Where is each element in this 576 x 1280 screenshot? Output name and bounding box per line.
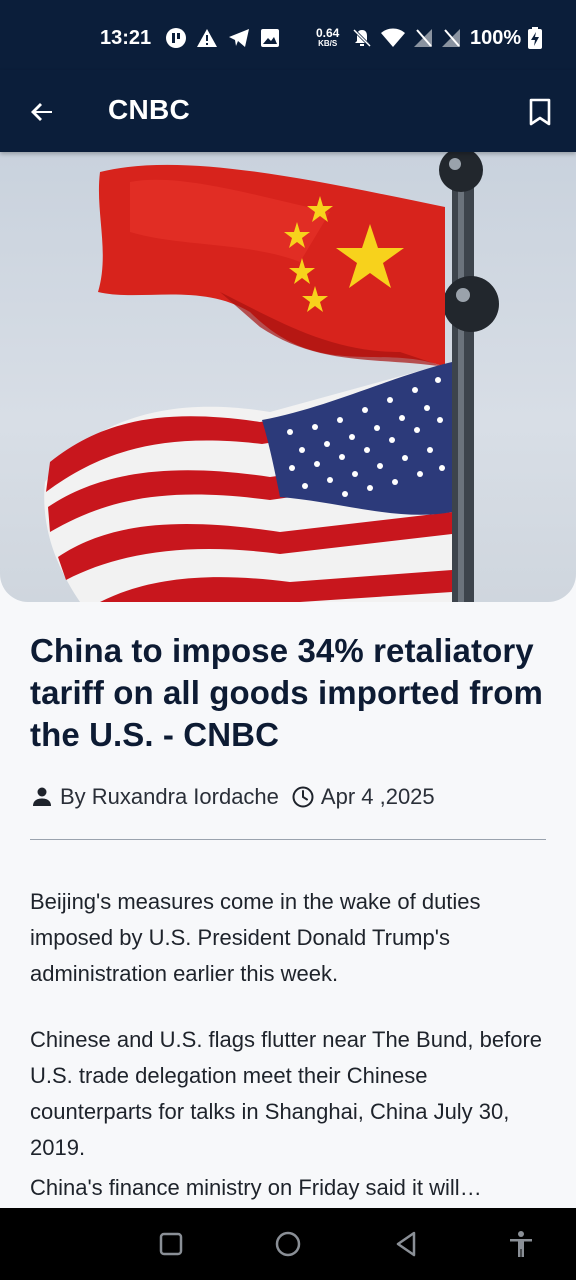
bookmark-button[interactable] <box>520 92 560 132</box>
mute-icon <box>350 27 374 49</box>
article-content: China to impose 34% retaliatory tariff o… <box>30 630 546 1200</box>
article-paragraph: Chinese and U.S. flags flutter near The … <box>30 1027 543 1160</box>
recents-button[interactable] <box>153 1226 189 1262</box>
recents-icon <box>159 1232 183 1256</box>
status-time: 13:21 <box>100 27 152 49</box>
arrow-back-icon <box>31 103 52 121</box>
net-speed-unit: KB/S <box>318 39 338 48</box>
net-speed: 0.64 KB/S <box>316 27 339 48</box>
article-date: Apr 4 ,2025 <box>320 784 435 809</box>
nav-back-button[interactable] <box>388 1226 424 1262</box>
battery-percentage: 100% <box>470 27 522 49</box>
system-nav-bar <box>0 1208 576 1280</box>
telegram-icon <box>227 27 251 49</box>
net-speed-value: 0.64 <box>316 26 340 40</box>
article-paragraph: Beijing's measures come in the wake of d… <box>30 889 481 986</box>
home-icon <box>275 1231 301 1257</box>
article-author: By Ruxandra Iordache <box>60 784 279 809</box>
image-icon <box>259 27 281 49</box>
article-paragraph: China's finance ministry on Friday said … <box>30 1175 482 1200</box>
person-icon <box>33 787 51 806</box>
warning-icon <box>196 27 218 49</box>
divider <box>30 839 546 840</box>
article-headline: China to impose 34% retaliatory tariff o… <box>30 632 543 753</box>
home-button[interactable] <box>270 1226 306 1262</box>
sync-icon <box>164 27 188 49</box>
status-bar: 13:21 0.64 KB/S 100% <box>0 0 576 70</box>
accessibility-icon <box>510 1231 532 1257</box>
signal-icon <box>412 27 434 49</box>
signal-icon <box>440 27 462 49</box>
article-meta: By Ruxandra Iordache Apr 4 ,2025 <box>30 780 546 814</box>
battery-charging-icon <box>527 27 543 49</box>
app-bar: CNBC <box>0 70 576 152</box>
bookmark-icon <box>529 98 551 126</box>
article-hero-image <box>0 152 576 602</box>
app-bar-title: CNBC <box>108 94 191 125</box>
accessibility-button[interactable] <box>503 1226 539 1262</box>
wifi-icon <box>380 27 406 49</box>
clock-icon <box>292 786 314 808</box>
back-button[interactable] <box>22 92 62 132</box>
back-icon <box>396 1231 416 1257</box>
